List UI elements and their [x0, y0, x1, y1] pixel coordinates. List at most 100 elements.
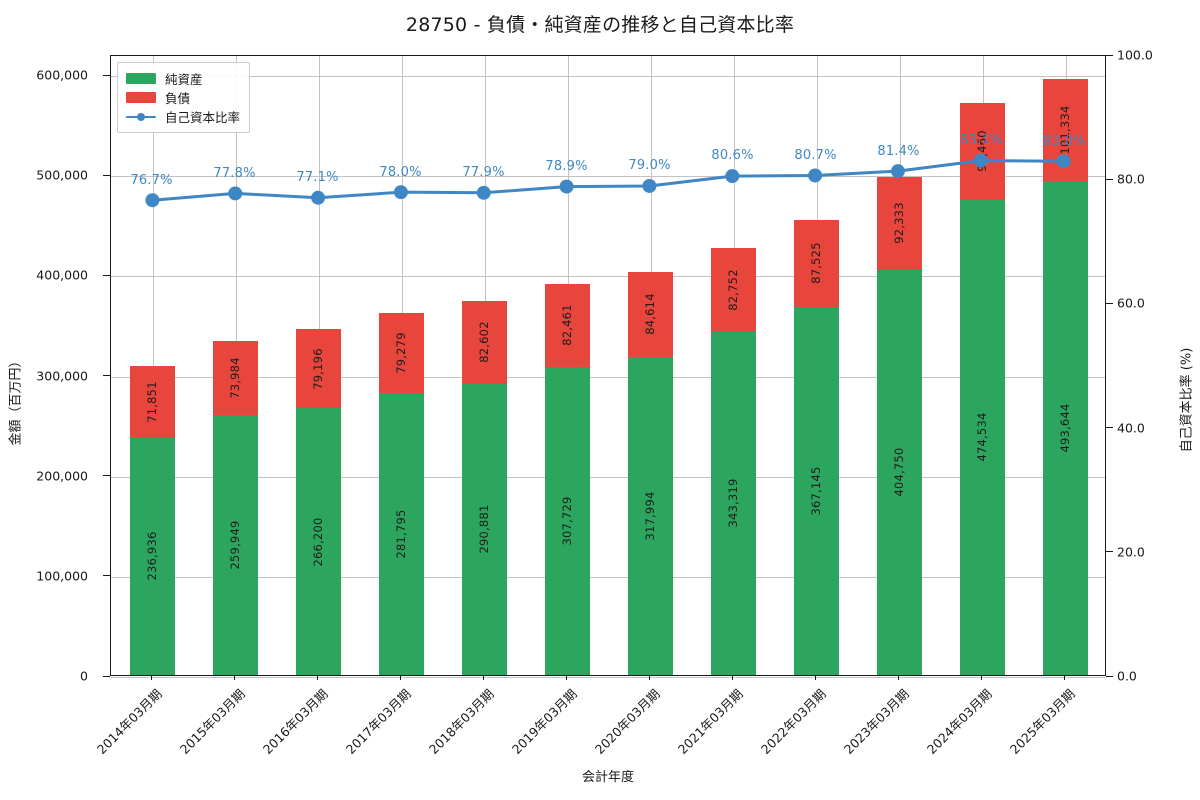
- legend-line-marker-icon: [126, 111, 156, 122]
- legend: 純資産負債 自己資本比率: [117, 62, 251, 133]
- bar-segment-equity[interactable]: 367,145: [793, 307, 840, 675]
- ratio-value-label: 77.1%: [296, 170, 339, 186]
- bar-group[interactable]: 404,750 92,333: [876, 177, 923, 675]
- y-axis-tick-label-left: 600,000: [36, 67, 88, 83]
- grid-line-vertical: [152, 56, 154, 675]
- y-axis-tick-label-right: 80.0: [1117, 171, 1145, 187]
- y-axis-tick-mark-right: [1106, 54, 1113, 56]
- y-axis-tick-mark-left: [103, 375, 110, 377]
- bar-segment-equity[interactable]: 259,949: [212, 414, 259, 675]
- y-axis-tick-label-right: 40.0: [1117, 420, 1145, 436]
- y-axis-tick-mark-right: [1106, 551, 1113, 553]
- ratio-marker[interactable]: [311, 190, 326, 205]
- x-axis-tick-mark: [1064, 676, 1066, 680]
- bar-group[interactable]: 259,949 73,984: [212, 340, 259, 675]
- y-axis-label-right: 自己資本比率 (%): [1179, 347, 1195, 453]
- legend-swatch-icon: [126, 92, 156, 103]
- legend-item[interactable]: 自己資本比率: [126, 107, 240, 126]
- ratio-value-label: 77.8%: [213, 165, 256, 181]
- x-axis-tick-label: 2022年03月期: [757, 686, 829, 757]
- bar-segment-debt[interactable]: 82,752: [710, 248, 757, 332]
- legend-label: 純資産: [165, 72, 203, 87]
- bar-segment-equity[interactable]: 290,881: [461, 383, 508, 675]
- ratio-marker[interactable]: [476, 185, 491, 200]
- ratio-marker[interactable]: [1056, 154, 1071, 169]
- bar-segment-equity[interactable]: 281,795: [378, 392, 425, 675]
- y-axis-tick-label-left: 500,000: [36, 167, 88, 183]
- ratio-value-label: 83.1%: [960, 132, 1003, 148]
- x-axis-tick-mark: [400, 676, 402, 680]
- y-axis-tick-label-left: 0: [80, 668, 88, 684]
- bar-segment-equity[interactable]: 493,644: [1042, 180, 1089, 675]
- bar-group[interactable]: 236,936 71,851: [129, 365, 176, 675]
- ratio-marker[interactable]: [559, 179, 574, 194]
- bar-group[interactable]: 266,200 79,196: [295, 329, 342, 675]
- bar-segment-debt[interactable]: 87,525: [793, 219, 840, 308]
- bar-group[interactable]: 367,145 87,525: [793, 219, 840, 675]
- bar-segment-debt[interactable]: 73,984: [212, 340, 259, 415]
- x-axis-tick-label: 2016年03月期: [259, 686, 331, 757]
- bar-segment-equity[interactable]: 236,936: [129, 437, 176, 675]
- y-axis-tick-label-right: 60.0: [1117, 295, 1145, 311]
- ratio-marker[interactable]: [808, 168, 823, 183]
- bar-group[interactable]: 290,881 82,602: [461, 300, 508, 675]
- bar-segment-debt[interactable]: 92,333: [876, 177, 923, 270]
- legend-label: 負債: [165, 91, 191, 106]
- bar-segment-debt[interactable]: 84,614: [627, 271, 674, 357]
- bar-segment-equity[interactable]: 343,319: [710, 331, 757, 675]
- bar-segment-equity[interactable]: 404,750: [876, 269, 923, 675]
- legend-item[interactable]: 純資産: [126, 69, 240, 88]
- x-axis-tick-mark: [981, 676, 983, 680]
- ratio-marker[interactable]: [393, 185, 408, 200]
- bar-segment-debt[interactable]: 82,602: [461, 300, 508, 384]
- chart-title: 28750 - 負債・純資産の推移と自己資本比率: [405, 14, 795, 36]
- x-axis-tick-mark: [815, 676, 817, 680]
- bar-segment-debt[interactable]: 79,279: [378, 313, 425, 393]
- grid-line-horizontal: [111, 576, 1105, 578]
- y-axis-tick-mark-right: [1106, 178, 1113, 180]
- bar-group[interactable]: 281,795 79,279: [378, 313, 425, 675]
- bar-segment-equity[interactable]: 474,534: [959, 199, 1006, 675]
- grid-line-horizontal: [111, 76, 1105, 78]
- ratio-value-label: 83.0%: [1043, 133, 1086, 149]
- x-axis-tick-label: 2020年03月期: [591, 686, 663, 757]
- bar-group[interactable]: 317,994 84,614: [627, 271, 674, 675]
- y-axis-tick-label-right: 20.0: [1117, 544, 1145, 560]
- ratio-marker[interactable]: [725, 169, 740, 184]
- y-axis-tick-mark-right: [1106, 302, 1113, 304]
- x-axis-tick-label: 2023年03月期: [840, 686, 912, 757]
- y-axis-tick-mark-left: [103, 74, 110, 76]
- x-axis-tick-label: 2021年03月期: [674, 686, 746, 757]
- grid-line-horizontal: [111, 176, 1105, 178]
- bar-segment-debt[interactable]: 96,460: [959, 103, 1006, 200]
- x-axis-tick-mark: [317, 676, 319, 680]
- ratio-value-label: 79.0%: [628, 158, 671, 174]
- bar-segment-equity[interactable]: 307,729: [544, 366, 591, 675]
- legend-item[interactable]: 負債: [126, 88, 240, 107]
- ratio-marker[interactable]: [890, 164, 905, 179]
- bar-segment-debt[interactable]: 71,851: [129, 365, 176, 438]
- bar-segment-equity[interactable]: 266,200: [295, 408, 342, 675]
- ratio-value-label: 80.6%: [711, 148, 754, 164]
- bar-segment-debt[interactable]: 79,196: [295, 329, 342, 409]
- ratio-marker[interactable]: [145, 193, 160, 208]
- y-axis-tick-label-left: 300,000: [36, 368, 88, 384]
- y-axis-tick-label-left: 200,000: [36, 468, 88, 484]
- y-axis-tick-label-right: 100.0: [1117, 47, 1153, 63]
- ratio-value-label: 81.4%: [877, 143, 920, 159]
- bar-segment-equity[interactable]: 317,994: [627, 356, 674, 675]
- plot-area: 236,936 71,851 259,949 73,984 266,200 79,196 2…: [110, 55, 1106, 678]
- bar-group[interactable]: 474,534 96,460: [959, 103, 1006, 675]
- ratio-marker[interactable]: [642, 179, 657, 193]
- ratio-marker[interactable]: [228, 186, 243, 201]
- ratio-value-label: 76.7%: [130, 172, 173, 188]
- x-axis-tick-mark: [151, 676, 153, 680]
- ratio-line-layer: [145, 153, 1071, 208]
- ratio-marker[interactable]: [973, 153, 988, 168]
- bar-group[interactable]: 307,729 82,461: [544, 284, 591, 675]
- x-axis-tick-label: 2024年03月期: [923, 686, 995, 757]
- bar-segment-debt[interactable]: 82,461: [544, 284, 591, 367]
- x-axis-tick-label: 2018年03月期: [425, 686, 497, 757]
- bar-group[interactable]: 343,319 82,752: [710, 248, 757, 675]
